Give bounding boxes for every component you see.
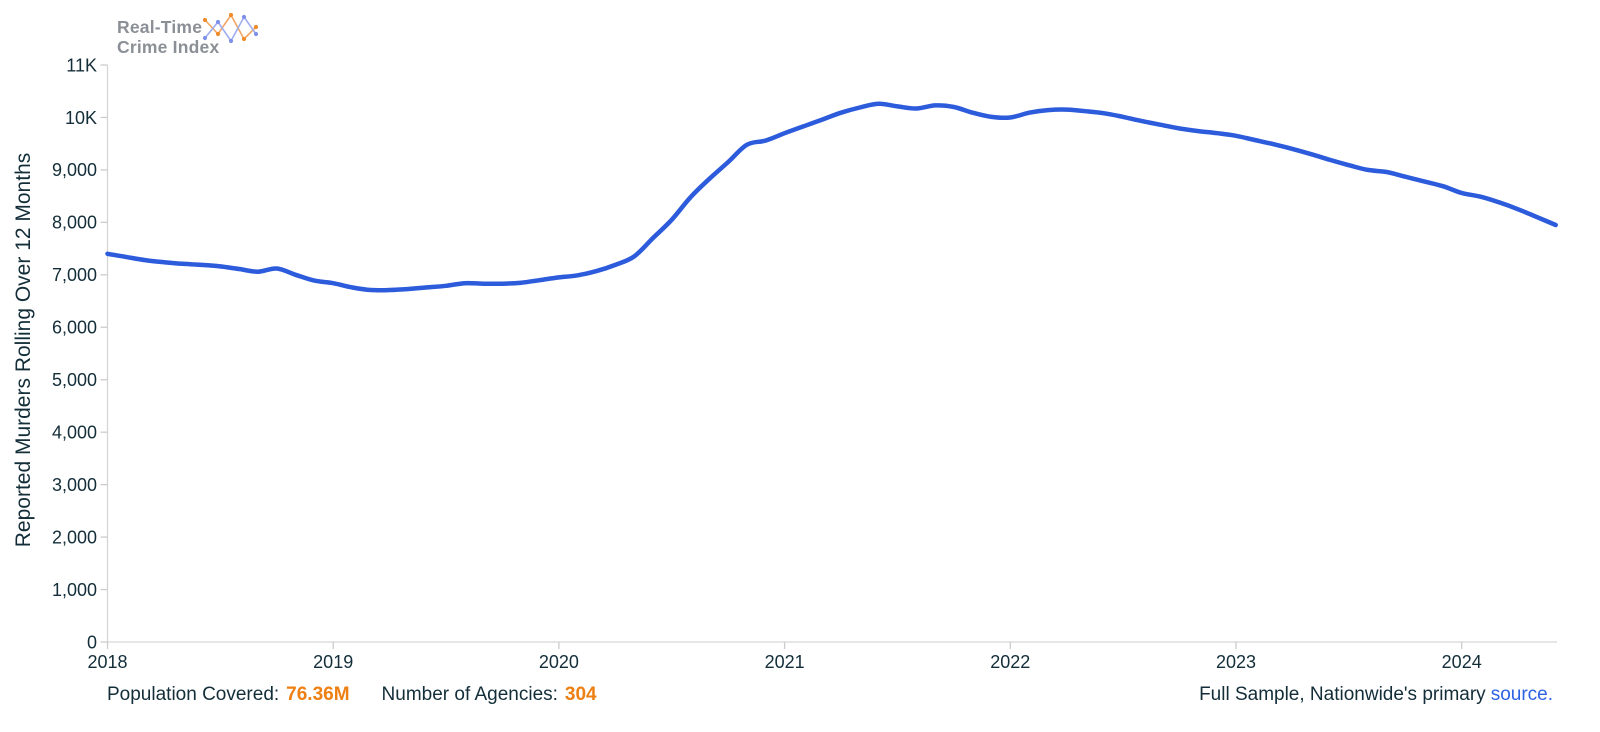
y-tick-label: 3,000	[52, 475, 97, 495]
x-tick-label: 2018	[87, 652, 127, 672]
y-tick-label: 11K	[66, 55, 97, 75]
x-tick-label: 2019	[313, 652, 353, 672]
y-tick-label: 2,000	[52, 527, 97, 547]
y-tick-label: 10K	[65, 108, 97, 128]
logo-line2: Crime Index	[117, 37, 220, 58]
rtci-logo[interactable]: Real-Time Crime Index	[117, 17, 219, 58]
y-tick-label: 9,000	[52, 160, 97, 180]
x-tick-label: 2023	[1216, 652, 1256, 672]
y-tick-label: 4,000	[52, 422, 97, 442]
x-tick-label: 2022	[990, 652, 1030, 672]
y-tick-label: 6,000	[52, 318, 97, 338]
x-tick-label: 2021	[765, 652, 805, 672]
population-covered-label: Population Covered:	[107, 684, 280, 705]
source-link[interactable]: source.	[1490, 684, 1553, 705]
x-tick-label: 2020	[539, 652, 579, 672]
logo-line1: Real-Time	[117, 17, 203, 37]
sample-text: Full Sample, Nationwide's primary	[1199, 684, 1486, 705]
number-of-agencies-value: 304	[564, 684, 597, 705]
y-tick-label: 0	[87, 632, 97, 652]
footer-sample-note: Full Sample, Nationwide's primary source.	[1199, 684, 1553, 706]
y-tick-label: 8,000	[52, 213, 97, 233]
x-tick-label: 2024	[1442, 652, 1482, 672]
y-tick-label: 1,000	[52, 580, 97, 600]
y-tick-label: 5,000	[52, 370, 97, 390]
logo-zigzag-chart-icon	[202, 12, 259, 44]
y-tick-label: 7,000	[52, 265, 97, 285]
population-covered-value: 76.36M	[286, 684, 350, 705]
murders-trend-line	[105, 101, 1558, 293]
number-of-agencies-label: Number of Agencies:	[381, 684, 558, 705]
footer-stats: Population Covered: 76.36M Number of Age…	[107, 684, 597, 706]
